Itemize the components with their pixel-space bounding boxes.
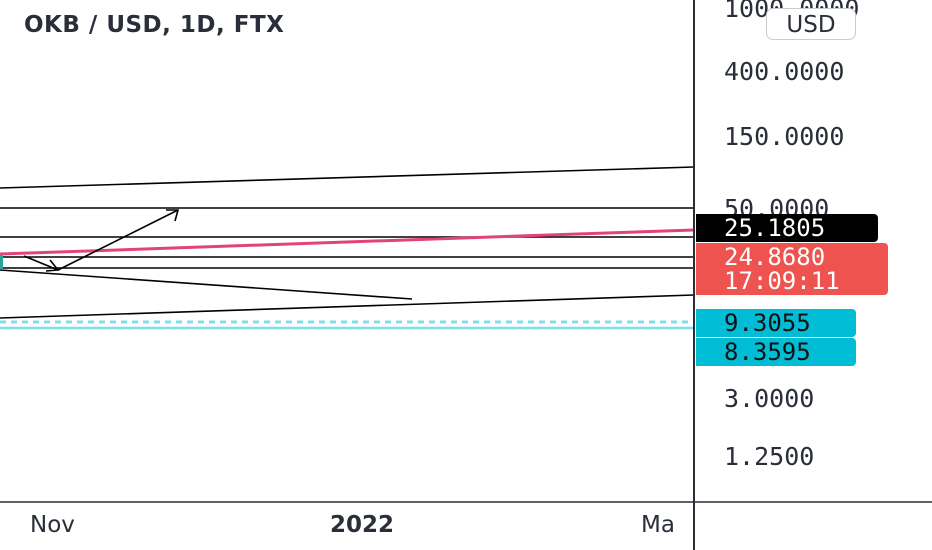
time-tick: Ma [641,512,675,538]
time-tick: Nov [30,512,75,538]
arrow-up-head [166,209,180,222]
trendline-falling [0,269,413,300]
candle-marker [0,255,3,269]
trendline-lower [0,294,695,319]
price-tick: 3.0000 [724,384,815,413]
bar-countdown: 17:09:11 [724,267,840,295]
symbol-title: OKB / USD, 1D, FTX [24,12,285,38]
last-price-tag: 24.8680 17:09:11 [696,243,888,295]
time-tick: 2022 [330,512,395,538]
price-tick: 1.2500 [724,442,815,471]
currency-button[interactable]: USD [766,8,856,40]
pink-price-line [0,228,695,256]
arrow-up-shaft [57,209,179,271]
price-tick: 400.0000 [724,57,845,86]
line-price-tag: 25.1805 [696,214,878,242]
price-tick: 150.0000 [724,122,845,151]
last-price-value: 24.8680 [724,243,826,271]
level-price-tag: 8.3595 [696,338,856,366]
level-price-tag: 9.3055 [696,309,856,337]
arrow-down-shaft [23,255,59,271]
trendline-upper [0,166,695,189]
